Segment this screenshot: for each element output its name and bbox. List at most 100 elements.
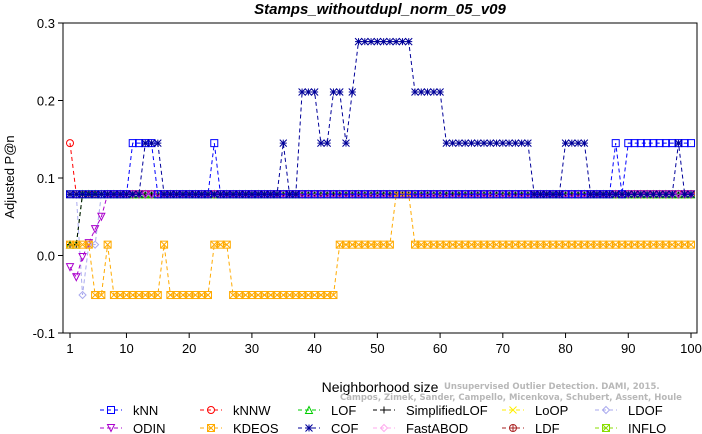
point-cof [680, 190, 689, 199]
legend: kNN kNNW LOF SimplifiedLOF LoOP LDOF ODIN KDEOS… [100, 403, 666, 434]
point-cof [222, 190, 231, 199]
series-line-simplifiedlof [70, 193, 691, 246]
point-cof [197, 190, 206, 199]
point-cof [448, 139, 457, 147]
point-kdeos [204, 291, 212, 300]
legend-marker [107, 406, 115, 414]
legend-label: FastABOD [406, 421, 468, 434]
point-knn [517, 190, 526, 199]
legend-item-ldof: LDOF [595, 403, 663, 418]
point-knn [643, 139, 652, 148]
point-cof [668, 190, 677, 199]
point-knn [329, 190, 338, 199]
point-cof [687, 190, 695, 199]
legend-marker [601, 405, 611, 415]
point-odin [147, 190, 156, 199]
point-cof [78, 190, 87, 199]
point-knn [404, 190, 413, 199]
legend-marker [207, 406, 215, 414]
point-cof [674, 139, 683, 147]
point-cof [643, 190, 651, 199]
point-cof [423, 88, 432, 96]
point-cof [191, 190, 200, 199]
point-odin [674, 190, 683, 199]
point-kdeos [222, 240, 231, 249]
point-cof [160, 190, 168, 199]
series-line-odin [69, 193, 691, 279]
point-kdeos [160, 240, 169, 249]
point-cof [517, 139, 526, 147]
legend-label: kNN [133, 403, 158, 418]
legend-label: LoOP [535, 403, 568, 418]
legend-label: LDOF [628, 403, 663, 418]
point-cof [285, 190, 294, 199]
legend-marker [379, 423, 389, 433]
legend-label: SimplifiedLOF [406, 403, 488, 418]
point-cof [279, 139, 288, 147]
point-knn [379, 190, 388, 199]
point-cof [172, 190, 181, 199]
point-cof [153, 139, 162, 147]
point-cof [398, 37, 407, 46]
point-cof [586, 190, 595, 199]
point-odin [71, 273, 81, 282]
point-cof [179, 190, 187, 199]
point-knn [492, 190, 501, 199]
legend-item-knnw: kNNW [200, 403, 271, 418]
point-cof [549, 190, 557, 199]
point-cof [524, 139, 532, 147]
point-cof [135, 190, 143, 199]
point-knn [454, 190, 463, 199]
point-ldof [78, 290, 87, 300]
point-cof [492, 139, 501, 147]
point-cof [147, 139, 156, 147]
point-cof [110, 190, 118, 199]
x-tick-label: 40 [307, 341, 321, 356]
point-cof [260, 190, 269, 199]
point-cof [599, 190, 608, 199]
point-cof [298, 88, 306, 96]
point-cof [574, 139, 582, 147]
watermark-line-1: Unsupervised Outlier Detection. DAMI, 20… [444, 382, 660, 392]
point-cof [84, 190, 93, 199]
series-kdeos [66, 190, 695, 300]
point-cof [561, 139, 570, 147]
point-knn [461, 190, 470, 199]
point-cof [624, 190, 633, 199]
point-cof [304, 88, 313, 96]
point-knn [411, 190, 419, 199]
point-cof [442, 139, 451, 147]
y-tick-label: 0.3 [37, 16, 55, 31]
point-cof [216, 190, 225, 199]
point-cof [141, 139, 150, 147]
point-cof [580, 139, 589, 147]
point-cof [335, 88, 344, 96]
point-kdeos [84, 240, 93, 249]
y-ticks: -0.1 0.0 0.1 0.2 0.3 [33, 16, 63, 341]
x-ticks: 1 10 20 30 40 50 60 70 80 90 100 [66, 333, 702, 356]
x-tick-label: 70 [496, 341, 510, 356]
point-cof [611, 190, 620, 199]
point-cof [354, 37, 363, 46]
point-knn [392, 190, 401, 199]
point-kdeos [687, 240, 695, 249]
legend-item-kdeos: KDEOS [200, 421, 279, 434]
point-cof [480, 139, 488, 147]
point-knn [360, 190, 369, 199]
x-tick-label: 50 [370, 341, 384, 356]
point-cof [229, 190, 237, 199]
point-cof [373, 37, 382, 46]
point-knn [486, 190, 495, 199]
x-tick-label: 100 [680, 341, 702, 356]
point-cof [404, 37, 413, 46]
point-knn [436, 190, 445, 199]
point-knn [310, 190, 319, 199]
point-odin [140, 190, 150, 199]
point-cof [185, 190, 194, 199]
point-knn [348, 190, 357, 199]
point-cof [323, 139, 332, 147]
point-knn [624, 139, 633, 148]
point-cof [542, 190, 551, 199]
point-cof [593, 190, 601, 199]
point-cof [505, 139, 513, 147]
